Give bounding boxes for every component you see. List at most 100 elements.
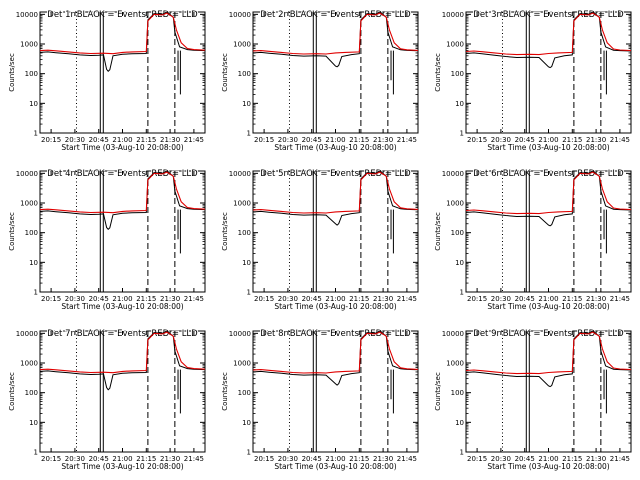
series-line-lld	[466, 331, 631, 375]
y-tick-label: 1	[247, 449, 251, 457]
x-tick-label: 20:15	[467, 455, 487, 463]
x-tick-label: 20:45	[89, 295, 109, 303]
y-tick-label: 1000	[20, 200, 38, 208]
x-tick-label: 20:45	[302, 295, 322, 303]
x-axis-label: Start Time (03-Aug-10 20:08:00)	[487, 462, 609, 471]
series-line-events	[253, 331, 418, 386]
x-tick-label: 20:15	[254, 295, 274, 303]
y-tick-label: 1	[460, 449, 464, 457]
x-tick-label: 21:15	[349, 136, 369, 144]
x-axis-label: Start Time (03-Aug-10 20:08:00)	[487, 143, 609, 152]
y-tick-label: 1000	[446, 41, 464, 49]
x-axis-label: Start Time (03-Aug-10 20:08:00)	[274, 462, 396, 471]
y-tick-label: 10	[242, 259, 251, 267]
series-line-events	[40, 12, 205, 73]
x-axis-label: Start Time (03-Aug-10 20:08:00)	[274, 302, 396, 311]
x-tick-label: 21:30	[373, 295, 393, 303]
x-tick-label: 21:30	[586, 136, 606, 144]
series-line-events	[40, 331, 205, 391]
y-tick-label: 1000	[446, 200, 464, 208]
x-tick-label: 20:15	[41, 136, 61, 144]
series-line-events	[40, 171, 205, 231]
y-axis-label: Counts/sec	[434, 53, 442, 92]
x-tick-label: 20:30	[65, 295, 85, 303]
x-tick-label: 21:15	[136, 455, 156, 463]
y-tick-label: 10	[29, 419, 38, 427]
y-tick-label: 10000	[442, 170, 464, 178]
y-tick-label: 1000	[233, 360, 251, 368]
series-line-events	[466, 331, 631, 388]
x-tick-label: 20:30	[278, 136, 298, 144]
x-tick-label: 21:45	[184, 295, 204, 303]
x-tick-label: 21:30	[373, 136, 393, 144]
y-tick-label: 10	[455, 419, 464, 427]
y-tick-label: 100	[25, 389, 38, 397]
x-tick-label: 21:45	[397, 136, 417, 144]
x-tick-label: 20:15	[467, 295, 487, 303]
series-line-lld	[253, 331, 418, 374]
x-tick-label: 20:30	[278, 295, 298, 303]
y-tick-label: 10000	[442, 11, 464, 19]
x-tick-label: 21:15	[562, 295, 582, 303]
y-tick-label: 10000	[229, 330, 251, 338]
x-tick-label: 20:45	[89, 136, 109, 144]
y-tick-label: 100	[238, 229, 251, 237]
x-tick-label: 21:15	[562, 136, 582, 144]
x-tick-label: 21:30	[160, 295, 180, 303]
y-tick-label: 1000	[233, 41, 251, 49]
x-tick-label: 20:30	[278, 455, 298, 463]
x-tick-label: 20:30	[491, 455, 511, 463]
y-tick-label: 1000	[233, 200, 251, 208]
x-tick-label: 20:45	[515, 136, 535, 144]
y-tick-label: 10000	[16, 11, 38, 19]
x-tick-label: 21:00	[112, 455, 132, 463]
x-tick-label: 20:45	[89, 455, 109, 463]
x-tick-label: 21:30	[373, 455, 393, 463]
y-tick-label: 1	[460, 130, 464, 138]
x-tick-label: 20:15	[467, 136, 487, 144]
x-tick-label: 20:30	[491, 295, 511, 303]
x-tick-label: 21:00	[112, 295, 132, 303]
y-tick-label: 100	[25, 70, 38, 78]
series-line-lld	[253, 171, 418, 214]
x-tick-label: 21:00	[112, 136, 132, 144]
series-line-events	[253, 171, 418, 226]
y-tick-label: 10	[242, 419, 251, 427]
y-tick-label: 10	[242, 100, 251, 108]
series-line-lld	[40, 12, 205, 55]
x-tick-label: 21:15	[349, 455, 369, 463]
y-tick-label: 10000	[16, 330, 38, 338]
x-tick-label: 21:45	[397, 295, 417, 303]
y-tick-label: 100	[238, 70, 251, 78]
x-tick-label: 21:00	[325, 295, 345, 303]
x-tick-label: 21:00	[538, 136, 558, 144]
y-tick-label: 10	[455, 259, 464, 267]
x-tick-label: 20:15	[41, 455, 61, 463]
y-tick-label: 10000	[442, 330, 464, 338]
x-tick-label: 21:30	[160, 455, 180, 463]
y-tick-label: 1	[247, 289, 251, 297]
y-tick-label: 100	[451, 389, 464, 397]
y-axis-label: Counts/sec	[434, 212, 442, 251]
x-tick-label: 21:00	[538, 295, 558, 303]
y-axis-label: Counts/sec	[8, 372, 16, 411]
series-line-lld	[40, 331, 205, 374]
x-tick-label: 21:45	[184, 136, 204, 144]
series-line-events	[466, 12, 631, 69]
y-tick-label: 1	[34, 289, 38, 297]
x-tick-label: 21:45	[397, 455, 417, 463]
y-axis-label: Counts/sec	[8, 53, 16, 92]
x-tick-label: 21:45	[610, 455, 630, 463]
x-tick-label: 20:15	[254, 136, 274, 144]
series-line-lld	[466, 12, 631, 56]
x-tick-label: 20:45	[515, 455, 535, 463]
y-tick-label: 100	[451, 70, 464, 78]
x-tick-label: 21:00	[538, 455, 558, 463]
